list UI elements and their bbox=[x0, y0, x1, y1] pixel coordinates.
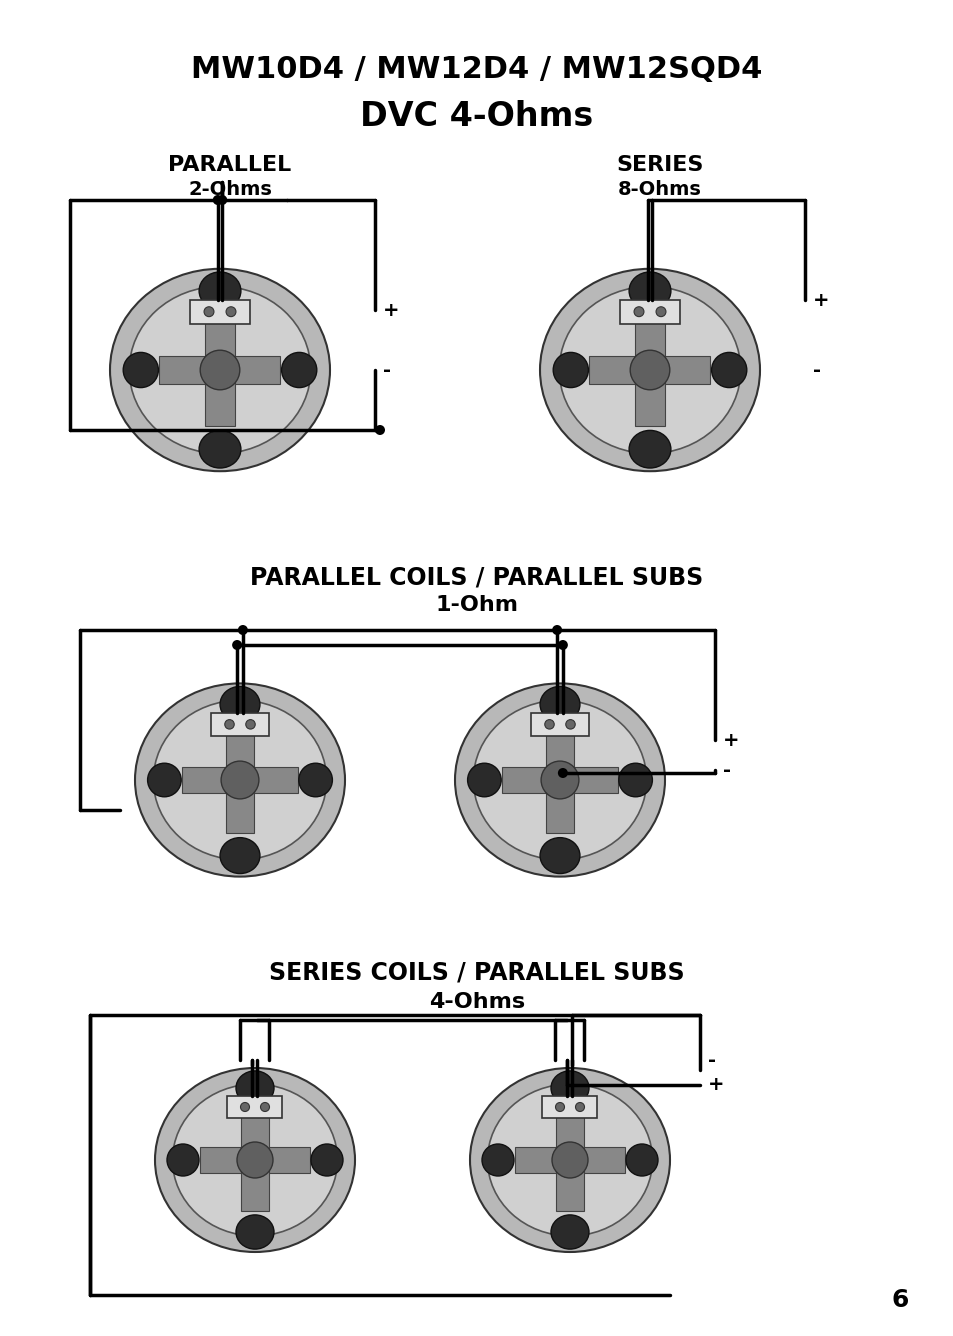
Circle shape bbox=[240, 1102, 250, 1112]
Bar bbox=[501, 767, 618, 794]
Text: -: - bbox=[707, 1050, 716, 1070]
Text: +: + bbox=[707, 1075, 723, 1094]
Ellipse shape bbox=[199, 273, 241, 310]
Ellipse shape bbox=[487, 1083, 652, 1236]
Ellipse shape bbox=[628, 273, 670, 310]
Bar bbox=[531, 713, 588, 736]
Text: 8-Ohms: 8-Ohms bbox=[618, 180, 701, 199]
Text: 6: 6 bbox=[890, 1288, 908, 1312]
Ellipse shape bbox=[455, 684, 664, 876]
Bar bbox=[190, 299, 250, 323]
Ellipse shape bbox=[199, 430, 241, 468]
Ellipse shape bbox=[135, 684, 345, 876]
Circle shape bbox=[575, 1102, 584, 1112]
Circle shape bbox=[225, 720, 234, 729]
Bar bbox=[634, 314, 664, 426]
Bar bbox=[619, 299, 679, 323]
Circle shape bbox=[217, 195, 227, 204]
Circle shape bbox=[213, 195, 222, 204]
Text: -: - bbox=[812, 361, 821, 379]
Circle shape bbox=[630, 350, 669, 390]
Circle shape bbox=[540, 762, 578, 799]
Circle shape bbox=[237, 625, 248, 635]
Ellipse shape bbox=[235, 1214, 274, 1249]
Bar bbox=[241, 1109, 269, 1210]
Text: 4-Ohms: 4-Ohms bbox=[429, 993, 524, 1011]
Circle shape bbox=[226, 307, 235, 317]
Ellipse shape bbox=[473, 700, 646, 859]
Ellipse shape bbox=[539, 269, 760, 472]
Text: -: - bbox=[382, 361, 391, 379]
Ellipse shape bbox=[558, 286, 740, 453]
Ellipse shape bbox=[625, 1144, 658, 1176]
Text: SERIES: SERIES bbox=[616, 155, 703, 175]
Ellipse shape bbox=[172, 1083, 337, 1236]
Circle shape bbox=[375, 425, 385, 436]
Ellipse shape bbox=[154, 1067, 355, 1252]
Circle shape bbox=[246, 720, 255, 729]
Ellipse shape bbox=[123, 353, 158, 387]
Ellipse shape bbox=[298, 763, 332, 796]
Text: +: + bbox=[722, 731, 739, 749]
Ellipse shape bbox=[551, 1071, 588, 1105]
Ellipse shape bbox=[618, 763, 652, 796]
Text: +: + bbox=[812, 290, 828, 310]
Circle shape bbox=[204, 307, 213, 317]
Circle shape bbox=[656, 307, 665, 317]
Circle shape bbox=[260, 1102, 269, 1112]
Bar bbox=[589, 357, 710, 383]
Bar bbox=[211, 713, 269, 736]
Circle shape bbox=[221, 762, 258, 799]
Circle shape bbox=[558, 640, 567, 651]
Bar bbox=[556, 1109, 583, 1210]
Circle shape bbox=[544, 720, 554, 729]
Ellipse shape bbox=[470, 1067, 669, 1252]
Bar bbox=[225, 727, 254, 834]
Text: +: + bbox=[382, 301, 399, 319]
Ellipse shape bbox=[220, 687, 259, 723]
Ellipse shape bbox=[129, 286, 311, 453]
Ellipse shape bbox=[153, 700, 326, 859]
Ellipse shape bbox=[628, 430, 670, 468]
Bar bbox=[545, 727, 574, 834]
Bar bbox=[205, 314, 234, 426]
Bar bbox=[515, 1148, 624, 1173]
Text: DVC 4-Ohms: DVC 4-Ohms bbox=[360, 100, 593, 134]
Ellipse shape bbox=[281, 353, 316, 387]
Ellipse shape bbox=[167, 1144, 199, 1176]
Ellipse shape bbox=[711, 353, 746, 387]
Bar bbox=[159, 357, 280, 383]
Text: 1-Ohm: 1-Ohm bbox=[435, 595, 518, 615]
Ellipse shape bbox=[481, 1144, 514, 1176]
Ellipse shape bbox=[235, 1071, 274, 1105]
Circle shape bbox=[634, 307, 643, 317]
Ellipse shape bbox=[539, 838, 579, 874]
Ellipse shape bbox=[467, 763, 500, 796]
Ellipse shape bbox=[110, 269, 330, 472]
Bar bbox=[200, 1148, 310, 1173]
Circle shape bbox=[232, 640, 242, 651]
Text: PARALLEL: PARALLEL bbox=[168, 155, 292, 175]
Ellipse shape bbox=[553, 353, 588, 387]
Circle shape bbox=[552, 1142, 587, 1178]
Circle shape bbox=[555, 1102, 564, 1112]
Circle shape bbox=[565, 720, 575, 729]
Ellipse shape bbox=[539, 687, 579, 723]
Text: SERIES COILS / PARALLEL SUBS: SERIES COILS / PARALLEL SUBS bbox=[269, 961, 684, 985]
Text: MW10D4 / MW12D4 / MW12SQD4: MW10D4 / MW12D4 / MW12SQD4 bbox=[192, 55, 761, 84]
Ellipse shape bbox=[148, 763, 181, 796]
Ellipse shape bbox=[551, 1214, 588, 1249]
Text: 2-Ohms: 2-Ohms bbox=[188, 180, 272, 199]
Circle shape bbox=[558, 768, 567, 778]
Bar bbox=[182, 767, 297, 794]
Circle shape bbox=[236, 1142, 273, 1178]
Ellipse shape bbox=[311, 1144, 343, 1176]
Circle shape bbox=[552, 625, 561, 635]
Circle shape bbox=[200, 350, 239, 390]
Ellipse shape bbox=[220, 838, 259, 874]
Text: -: - bbox=[722, 760, 730, 779]
Bar bbox=[227, 1096, 282, 1118]
Text: PARALLEL COILS / PARALLEL SUBS: PARALLEL COILS / PARALLEL SUBS bbox=[250, 565, 703, 589]
Bar bbox=[542, 1096, 597, 1118]
